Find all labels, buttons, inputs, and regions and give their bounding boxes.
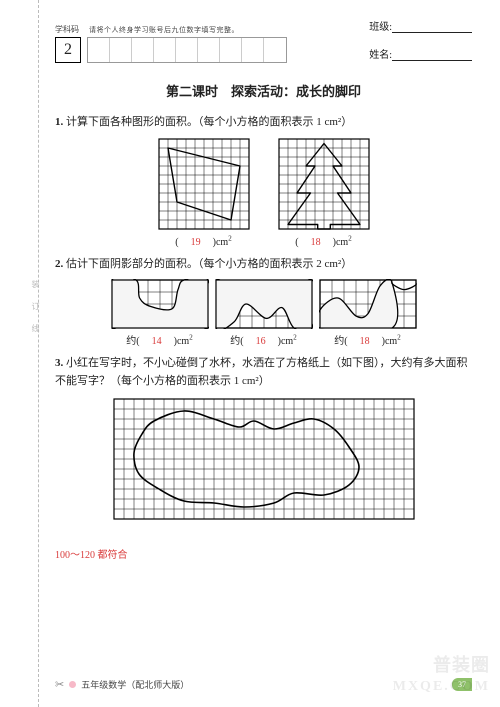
q2-grid-svg: [215, 279, 313, 329]
name-blank: [392, 50, 472, 61]
id-digit-cell: [264, 38, 286, 62]
q2-caption: 约( 14 )cm2: [126, 332, 192, 347]
q2-figure: 约( 14 )cm2: [111, 279, 209, 347]
id-digit-cell: [242, 38, 264, 62]
q1: 1. 计算下面各种图形的面积。（每个小方格的面积表示 1 cm²）: [55, 114, 472, 132]
q2-figures-row: 约( 14 )cm2 约( 16 )cm2 约( 18 )cm2: [55, 279, 472, 347]
scissor-icon: ✂: [55, 678, 64, 691]
q2-figure: 约( 16 )cm2: [215, 279, 313, 347]
footer-book: 五年级数学（配北师大版）: [81, 678, 189, 691]
subject-code-label: 学科码: [55, 24, 79, 35]
dot-icon: [69, 681, 76, 688]
q3-number: 3.: [55, 357, 63, 369]
q1-figure: ( 19 )cm2: [158, 138, 250, 248]
q1-figures-row: ( 19 )cm2 ( 18 )cm2: [55, 138, 472, 248]
q2: 2. 估计下面阴影部分的面积。（每个小方格的面积表示 2 cm²）: [55, 256, 472, 274]
subject-code-box: 2: [55, 37, 81, 63]
q2-text: 估计下面阴影部分的面积。（每个小方格的面积表示 2 cm²）: [66, 258, 352, 270]
q1-number: 1.: [55, 116, 63, 128]
id-digit-cell: [154, 38, 176, 62]
q2-figure: 约( 18 )cm2: [319, 279, 417, 347]
q1-figure: ( 18 )cm2: [278, 138, 370, 248]
q1-caption: ( 19 )cm2: [175, 233, 231, 248]
q1-grid-svg: [278, 138, 370, 230]
q2-caption: 约( 16 )cm2: [230, 332, 296, 347]
q1-caption: ( 18 )cm2: [295, 233, 351, 248]
q2-number: 2.: [55, 258, 63, 270]
q3-answer: 100～120 都符合: [55, 546, 472, 561]
id-digit-cell: [110, 38, 132, 62]
q3: 3. 小红在写字时，不小心碰倒了水杯，水洒在了方格纸上（如下图），大约有多大面积…: [55, 355, 472, 390]
q2-caption: 约( 18 )cm2: [334, 332, 400, 347]
id-digit-cell: [176, 38, 198, 62]
id-digit-cell: [88, 38, 110, 62]
lesson-title: 第二课时 探索活动：成长的脚印: [55, 81, 472, 100]
id-digit-grid: [87, 37, 287, 63]
name-label: 姓名:: [369, 46, 392, 61]
header: 学科码 请将个人终身学习账号后九位数字填写完整。 班级: 2 姓名:: [55, 18, 472, 63]
class-blank: [392, 22, 472, 33]
page-number: 37: [452, 678, 472, 691]
name-block: 班级:: [369, 18, 472, 35]
class-label: 班级:: [369, 18, 392, 33]
id-digit-cell: [220, 38, 242, 62]
footer: ✂ 五年级数学（配北师大版） 37: [55, 678, 472, 691]
page: 学科码 请将个人终身学习账号后九位数字填写完整。 班级: 2 姓名: 第二课时 …: [0, 0, 500, 707]
q1-text: 计算下面各种图形的面积。（每个小方格的面积表示 1 cm²）: [66, 116, 352, 128]
q1-grid-svg: [158, 138, 250, 230]
q3-figure-wrap: [55, 398, 472, 520]
q3-text: 小红在写字时，不小心碰倒了水杯，水洒在了方格纸上（如下图），大约有多大面积不能写…: [55, 357, 468, 387]
q3-stain-figure: [113, 398, 415, 520]
id-digit-cell: [198, 38, 220, 62]
id-digit-cell: [132, 38, 154, 62]
q2-grid-svg: [319, 279, 417, 329]
header-note: 请将个人终身学习账号后九位数字填写完整。: [89, 25, 239, 35]
q2-grid-svg: [111, 279, 209, 329]
